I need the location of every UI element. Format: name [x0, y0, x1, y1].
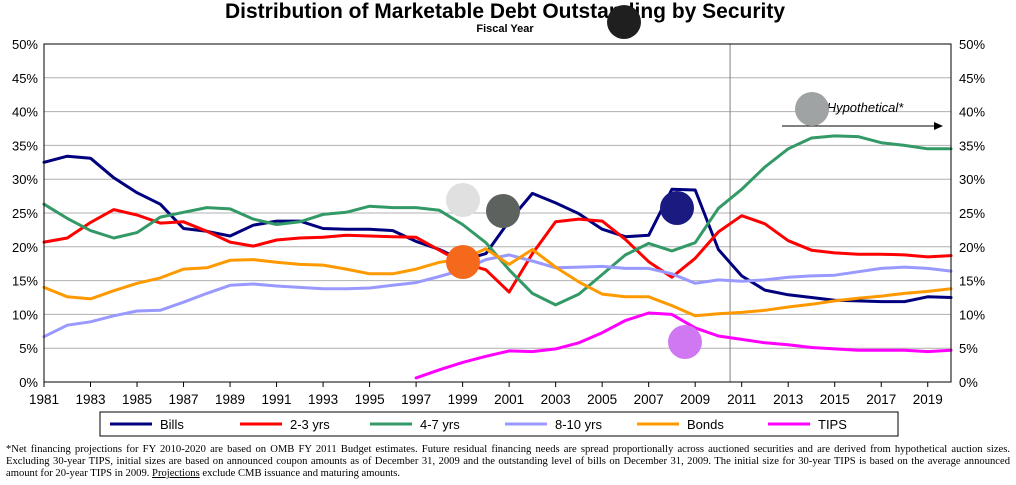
footnote-text-2: exclude CMB issuance and maturing amount…	[199, 468, 401, 479]
legend-label-2-3-yrs: 2-3 yrs	[290, 417, 330, 432]
y-tick-label-right: 35%	[959, 138, 985, 153]
y-tick-label-right: 25%	[959, 206, 985, 221]
y-tick-label-right: 5%	[959, 341, 978, 356]
legend-label-8-10-yrs: 8-10 yrs	[555, 417, 602, 432]
y-axis-left: 0% 5% 10% 15% 20% 25% 30% 35% 40% 45% 50%	[12, 37, 38, 390]
y-tick-label-left: 15%	[12, 274, 38, 289]
y-tick-label-left: 35%	[12, 138, 38, 153]
y-tick-label-left: 20%	[12, 240, 38, 255]
x-tick-label: 1997	[401, 392, 431, 407]
series-line-2-3-yrs	[42, 208, 953, 294]
projection-arrow	[782, 122, 943, 130]
x-tick-label: 1987	[169, 392, 199, 407]
marker-dots	[446, 5, 829, 359]
x-tick-label: 2001	[494, 392, 524, 407]
footnote: *Net financing projections for FY 2010-2…	[6, 444, 1010, 480]
x-tick-label: 1999	[448, 392, 478, 407]
y-tick-label-right: 30%	[959, 172, 985, 187]
marker-navy	[660, 191, 694, 225]
y-tick-label-left: 45%	[12, 71, 38, 86]
series-lines	[42, 134, 953, 380]
chart-title: Distribution of Marketable Debt Outstand…	[225, 0, 785, 23]
x-tick-label: 2011	[727, 392, 756, 407]
marker-orange	[446, 245, 480, 279]
y-tick-label-left: 5%	[19, 341, 38, 356]
x-tick-label: 1995	[355, 392, 385, 407]
hypothetical-annotation: Hypothetical*	[827, 100, 905, 115]
y-tick-label-right: 20%	[959, 240, 985, 255]
y-tick-label-left: 40%	[12, 105, 38, 120]
x-tick-label: 2015	[820, 392, 850, 407]
x-tick-label: 1985	[122, 392, 152, 407]
y-tick-label-right: 40%	[959, 105, 985, 120]
x-tick-label: 1993	[308, 392, 338, 407]
x-tick-label: 2013	[773, 392, 803, 407]
marker-darkgray	[486, 194, 520, 228]
marker-gray	[795, 92, 829, 126]
series-line-bills	[42, 154, 953, 304]
footnote-underlined: Projections	[152, 468, 200, 479]
marker-lightgray	[446, 183, 480, 217]
series-line-bonds	[42, 247, 953, 318]
y-axis-right: 0% 5% 10% 15% 20% 25% 30% 35% 40% 45% 50%	[959, 37, 985, 390]
plot-frame	[43, 43, 952, 383]
y-tick-label-left: 30%	[12, 172, 38, 187]
x-tick-label: 1981	[29, 392, 59, 407]
legend-box	[99, 411, 899, 437]
x-tick-label: 2003	[541, 392, 571, 407]
x-tick-label: 2009	[680, 392, 710, 407]
x-tick-label: 1989	[215, 392, 245, 407]
x-tick-label: 2019	[913, 392, 943, 407]
y-tick-label-left: 25%	[12, 206, 38, 221]
marker-black	[607, 5, 641, 39]
legend: Bills 2-3 yrs 4-7 yrs 8-10 yrs Bonds TIPS	[99, 411, 899, 437]
y-tick-label-left: 50%	[12, 37, 38, 52]
legend-label-bills: Bills	[160, 417, 184, 432]
x-tick-label: 1983	[75, 392, 105, 407]
marker-violet	[668, 325, 702, 359]
x-tick-label: 2005	[587, 392, 617, 407]
series-line-tips	[414, 311, 953, 380]
x-tick-label: 1991	[262, 392, 292, 407]
y-tick-label-right: 50%	[959, 37, 985, 52]
chart: Distribution of Marketable Debt Outstand…	[12, 0, 985, 437]
y-tick-label-right: 45%	[959, 71, 985, 86]
y-tick-label-right: 0%	[959, 375, 978, 390]
x-tick-label: 2007	[634, 392, 664, 407]
legend-label-tips: TIPS	[818, 417, 847, 432]
y-tick-label-right: 10%	[959, 307, 985, 322]
x-axis: 1981 1983 1985 1987 1989 1991 1993 1995 1997 1999…	[29, 382, 943, 407]
y-tick-label-left: 0%	[19, 375, 38, 390]
x-tick-label: 2017	[866, 392, 896, 407]
legend-label-bonds: Bonds	[687, 417, 724, 432]
footnote-text-1: *Net financing projections for FY 2010-2…	[6, 444, 1010, 479]
y-tick-label-right: 15%	[959, 274, 985, 289]
legend-label-4-7-yrs: 4-7 yrs	[420, 417, 460, 432]
series-line-8-10-yrs	[42, 253, 953, 339]
chart-subtitle: Fiscal Year	[476, 23, 534, 35]
y-tick-label-left: 10%	[12, 307, 38, 322]
